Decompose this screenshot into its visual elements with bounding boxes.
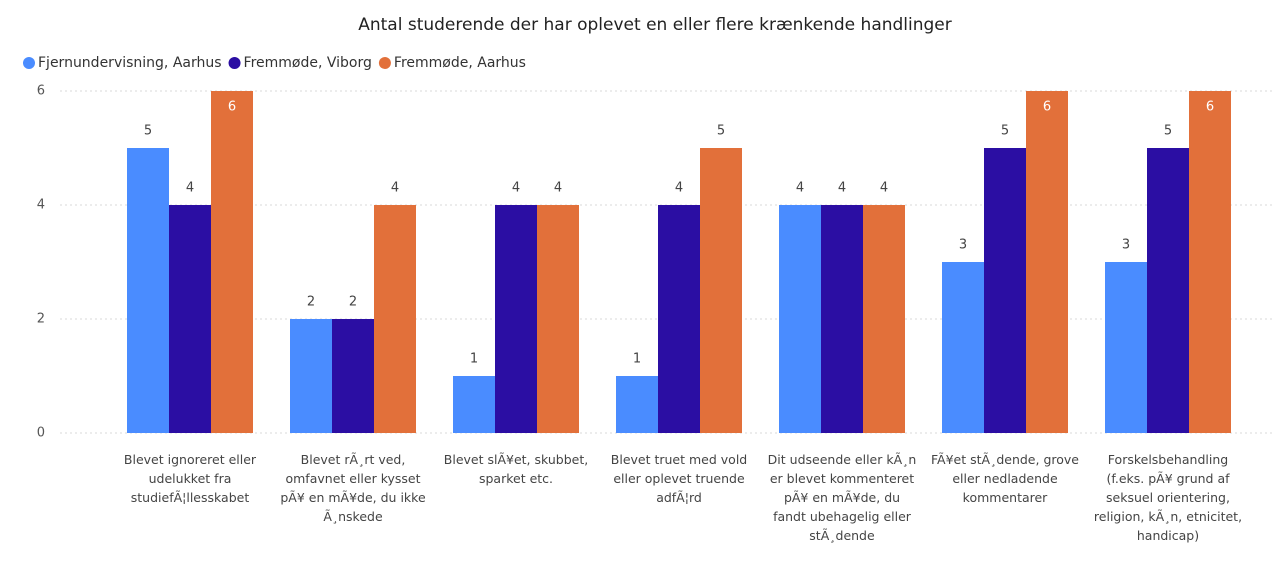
y-tick-label: 2 [37,312,45,327]
bar [984,148,1026,433]
x-tick-label: Forskelsbehandling (f.eks. pÃ¥ grund af … [1093,452,1243,543]
bar [700,148,742,433]
legend-marker [378,57,391,69]
legend-label: Fremmøde, Viborg [244,55,372,71]
bar [779,205,821,433]
data-label: 1 [470,352,478,367]
data-label: 6 [228,100,236,115]
data-label: 4 [675,181,683,196]
bar [211,91,253,433]
bar [1189,91,1231,433]
data-label: 4 [880,181,888,196]
y-tick-label: 6 [37,84,45,99]
data-label: 3 [959,238,967,253]
x-tick-label: Dit udseende eller kÃ¸n er blevet kommen… [767,452,917,543]
bar [616,376,658,433]
data-label: 5 [1164,124,1172,139]
legend-marker [228,57,241,69]
data-label: 5 [1001,124,1009,139]
legend-marker [23,57,35,69]
data-label: 4 [512,181,520,196]
data-label: 6 [1206,100,1214,115]
legend-label: Fjernundervisning, Aarhus [38,55,222,71]
data-label: 4 [554,181,562,196]
bar [169,205,211,433]
bar [495,205,537,433]
bar [942,262,984,433]
bar [127,148,169,433]
legend-label: Fremmøde, Aarhus [394,55,526,71]
bar [821,205,863,433]
data-label: 5 [717,124,725,139]
x-tick-label: Blevet truet med vold eller oplevet true… [610,452,748,505]
data-label: 4 [186,181,194,196]
bar [332,319,374,433]
x-tick-label: Blevet ignoreret eller udelukket fra stu… [123,452,257,505]
data-label: 4 [838,181,846,196]
bar [1147,148,1189,433]
data-label: 4 [391,181,399,196]
x-tick-label: Blevet rÃ¸rt ved, omfavnet eller kysset … [280,452,426,524]
data-label: 1 [633,352,641,367]
bar [658,205,700,433]
y-tick-label: 0 [37,426,45,441]
bar [863,205,905,433]
data-label: 2 [307,295,315,310]
data-label: 3 [1122,238,1130,253]
data-label: 6 [1043,100,1051,115]
data-label: 4 [796,181,804,196]
x-tick-label: FÃ¥et stÃ¸dende, grove eller nedladende … [931,452,1079,505]
bar [374,205,416,433]
x-tick-label: Blevet slÃ¥et, skubbet, sparket etc. [443,452,589,486]
data-label: 5 [144,124,152,139]
bar [1026,91,1068,433]
bar [537,205,579,433]
bar [1105,262,1147,433]
y-tick-label: 4 [37,198,45,213]
bar [290,319,332,433]
data-label: 2 [349,295,357,310]
chart-title: Antal studerende der har oplevet en elle… [358,15,952,35]
bar [453,376,495,433]
